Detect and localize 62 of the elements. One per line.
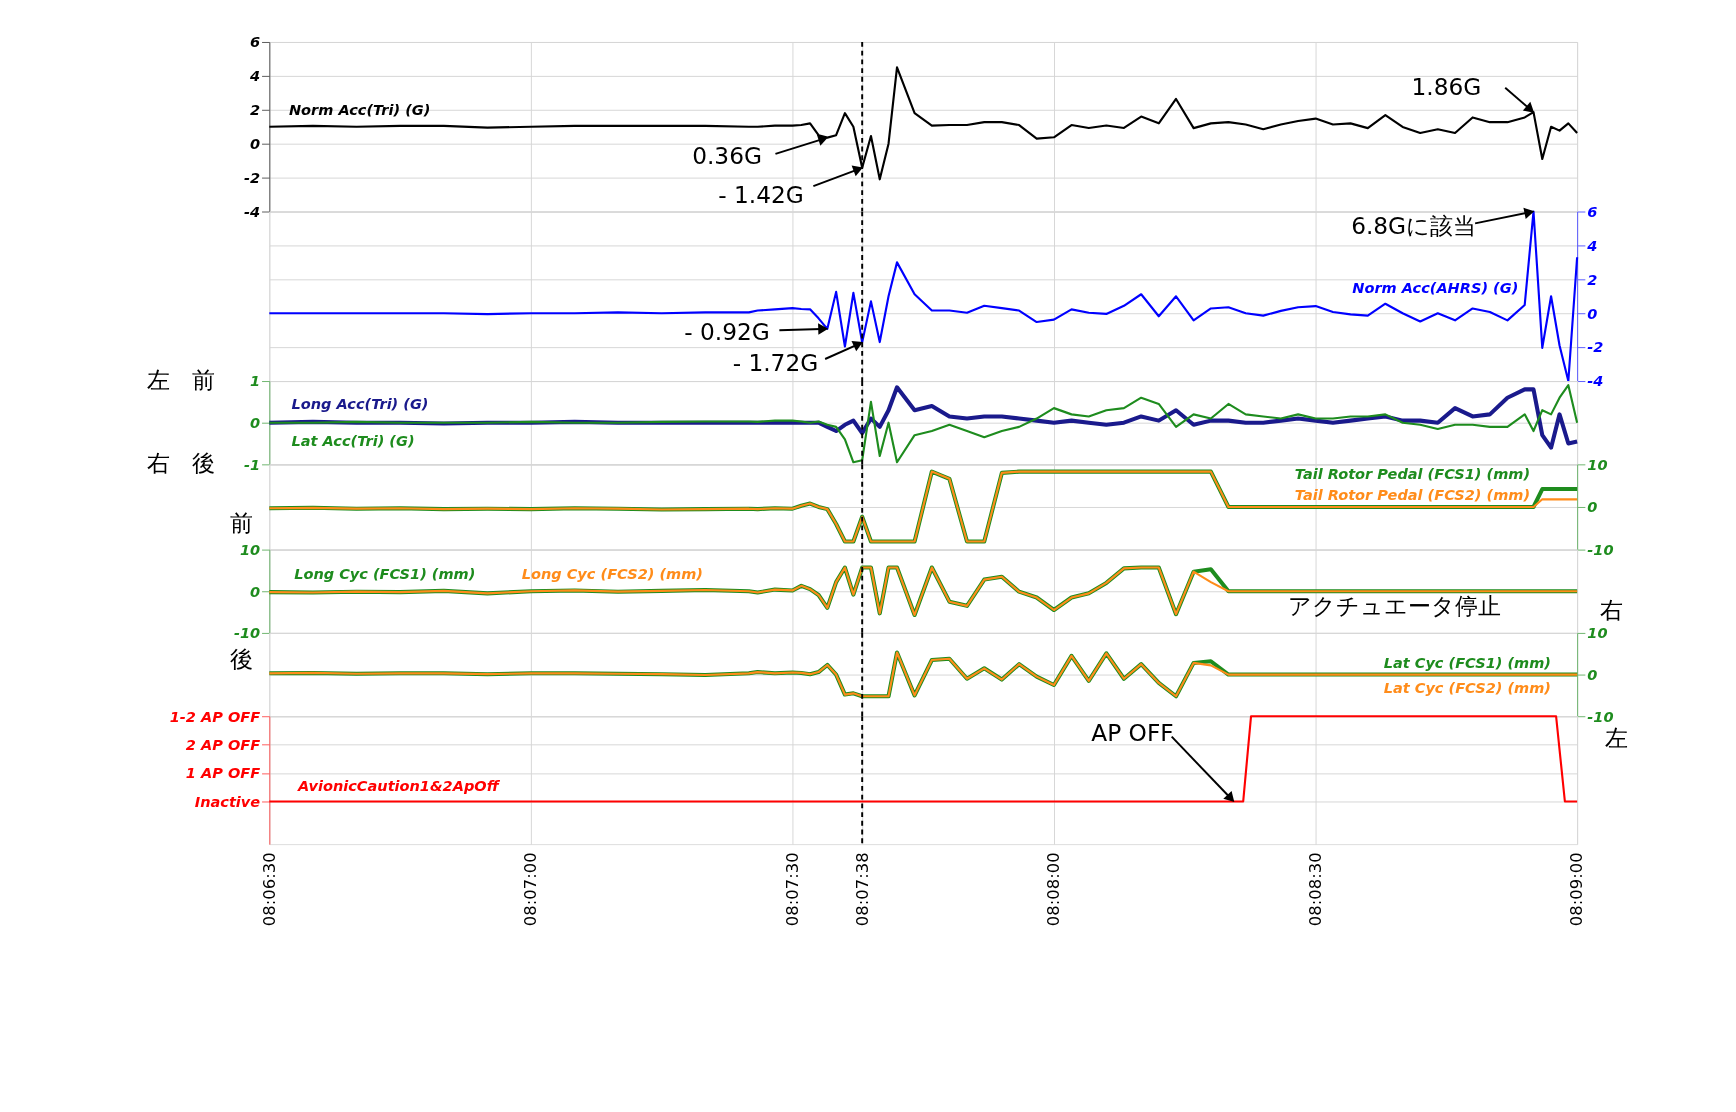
annotation: アクチュエータ停止 (1287, 591, 1501, 619)
y-tick-label: -10 (1587, 541, 1614, 558)
y-tick-label: -10 (1587, 708, 1614, 725)
annotation: 0.36G (692, 142, 762, 170)
y-tick-label: 1-2 AP OFF (169, 708, 261, 725)
series-label: Tail Rotor Pedal (FCS1) (mm) (1294, 466, 1531, 483)
x-tick-label: 08:07:30 (782, 852, 802, 927)
text: 前 (230, 509, 254, 537)
series-label: AvionicCaution1&2ApOff (297, 778, 501, 795)
y-tick-label: 2 (250, 102, 261, 119)
y-tick-label: 0 (250, 583, 261, 600)
y-tick-label: 0 (250, 136, 261, 153)
x-tick-label: 08:08:30 (1306, 852, 1326, 927)
y-tick-label: 10 (239, 541, 261, 558)
annotation: 6.8Gに該当 (1351, 211, 1477, 239)
text: 前 (192, 365, 216, 393)
y-tick-label: -1 (243, 456, 261, 473)
y-tick-label: 0 (250, 415, 261, 432)
y-tick-label: 1 AP OFF (185, 765, 261, 782)
series-label: Long Cyc (FCS1) (mm) (294, 566, 476, 583)
x-tick-label: 08:06:30 (259, 852, 279, 927)
y-tick-label: -10 (233, 625, 261, 642)
y-tick-label: 6 (250, 34, 261, 51)
x-tick-label: 08:07:00 (521, 852, 541, 927)
series-label: Lat Cyc (FCS1) (mm) (1383, 654, 1551, 671)
y-tick-label: 10 (1587, 456, 1608, 473)
y-tick-label: 2 (1587, 271, 1598, 288)
x-tick-label: 08:08:00 (1044, 852, 1064, 927)
text: 左 (146, 365, 170, 393)
y-tick-label: 1 (250, 373, 261, 390)
y-tick-label: 6 (1587, 203, 1598, 220)
series-label: Lat Cyc (FCS2) (mm) (1383, 679, 1551, 696)
series-label: Lat Acc(Tri) (G) (291, 432, 415, 449)
annotation: - 0.92G (684, 318, 770, 346)
y-tick-label: 4 (249, 68, 261, 85)
y-tick-label: 2 AP OFF (185, 736, 261, 753)
y-tick-label: 10 (1587, 625, 1608, 642)
text: 後 (230, 645, 254, 673)
x-tick-label: 08:07:38 (852, 852, 872, 927)
annotation: - 1.72G (732, 348, 819, 376)
text: 左 (1604, 723, 1628, 751)
series-label: Norm Acc(AHRS) (G) (1352, 279, 1519, 296)
y-tick-label: -4 (243, 203, 261, 220)
y-tick-label: -2 (1587, 339, 1604, 356)
annotation: AP OFF (1091, 718, 1174, 746)
series-label: Tail Rotor Pedal (FCS2) (mm) (1294, 486, 1531, 503)
text: 後 (192, 449, 216, 477)
y-tick-label: 0 (1587, 499, 1598, 516)
annotation: 1.86G (1411, 72, 1482, 100)
y-tick-label: 0 (1587, 305, 1598, 322)
series-label: Long Acc(Tri) (G) (291, 396, 429, 413)
annotation: - 1.42G (718, 181, 804, 209)
text: 右 (146, 449, 170, 477)
series-label: Long Cyc (FCS2) (mm) (521, 566, 703, 583)
y-tick-label: 0 (1587, 666, 1598, 683)
series-label: Norm Acc(Tri) (G) (288, 101, 431, 118)
y-tick-label: 4 (1586, 237, 1598, 254)
text: 右 (1599, 596, 1623, 624)
y-tick-label: -2 (243, 169, 261, 186)
x-tick-label: 08:09:00 (1567, 852, 1587, 927)
y-tick-label: -4 (1587, 373, 1604, 390)
y-tick-label: Inactive (194, 793, 261, 810)
